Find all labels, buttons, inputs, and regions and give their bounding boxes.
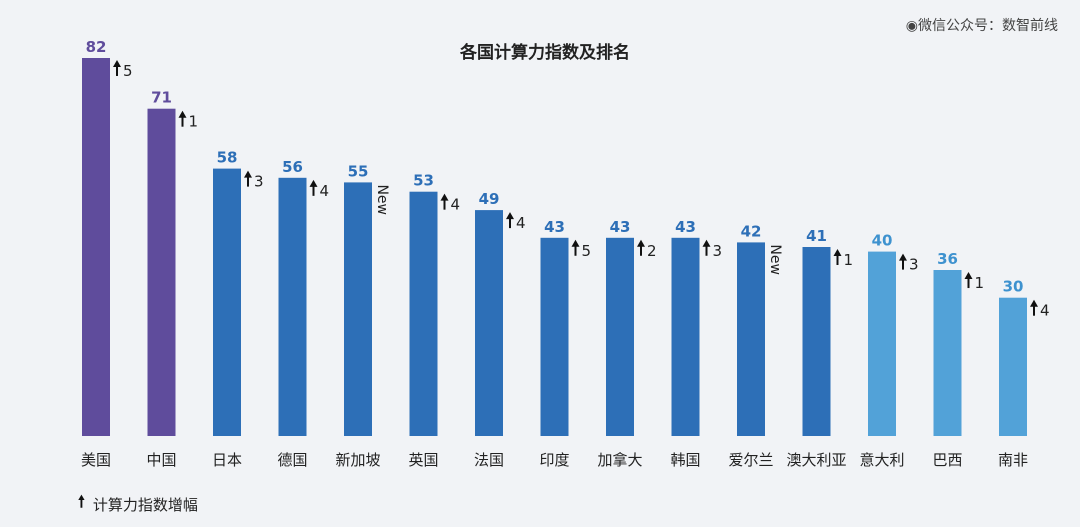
category-label-5: 新加坡 — [335, 451, 380, 469]
value-label-13: 40 — [872, 232, 893, 250]
rank-arrowhead-12 — [833, 248, 842, 256]
watermark: ◉微信公众号：数智前线 — [905, 18, 1058, 34]
rank-arrowhead-10 — [702, 239, 711, 247]
rank-arrowhead-9 — [637, 239, 645, 247]
bar-1 — [82, 58, 110, 436]
rank-change-2: 1 — [189, 113, 199, 131]
category-label-1: 美国 — [81, 451, 111, 469]
rank-arrowhead-15 — [1030, 299, 1038, 307]
category-label-2: 中国 — [146, 451, 176, 469]
rank-arrowhead-14 — [964, 272, 973, 280]
category-label-10: 韩国 — [670, 451, 700, 469]
bar-10 — [671, 237, 700, 436]
rank-change-5: New — [374, 184, 390, 215]
value-label-8: 43 — [544, 218, 565, 236]
bar-11 — [737, 242, 765, 436]
value-label-5: 55 — [348, 162, 369, 180]
bar-15 — [999, 297, 1027, 436]
value-label-6: 53 — [413, 172, 434, 190]
value-label-3: 58 — [217, 149, 238, 167]
category-label-13: 意大利 — [859, 451, 904, 469]
value-label-11: 42 — [741, 222, 762, 240]
bar-7 — [475, 210, 503, 436]
legend: 🠕 计算力指数增幅 — [78, 491, 198, 518]
value-label-9: 43 — [610, 218, 631, 236]
value-label-1: 82 — [86, 38, 107, 56]
rank-change-1: 5 — [123, 62, 133, 80]
category-label-8: 印度 — [539, 451, 569, 469]
bar-8 — [540, 237, 569, 436]
up-arrow-icon: 🠕 — [78, 492, 85, 511]
category-label-6: 英国 — [408, 451, 438, 469]
rank-arrowhead-1 — [113, 59, 121, 67]
category-label-14: 巴西 — [932, 451, 962, 469]
rank-change-11: New — [767, 244, 783, 275]
rank-change-3: 3 — [254, 173, 264, 191]
value-label-4: 56 — [282, 158, 303, 176]
bar-5 — [344, 182, 372, 436]
category-label-4: 德国 — [277, 451, 307, 469]
rank-change-14: 1 — [975, 274, 985, 292]
bar-12 — [802, 247, 831, 436]
legend-label: 计算力指数增幅 — [92, 496, 198, 514]
bar-14 — [933, 270, 962, 436]
value-label-10: 43 — [675, 218, 696, 236]
category-label-3: 日本 — [212, 451, 242, 469]
category-label-15: 南非 — [998, 451, 1028, 469]
category-label-9: 加拿大 — [597, 451, 642, 469]
rank-change-7: 4 — [516, 214, 526, 232]
rank-arrowhead-7 — [506, 212, 514, 220]
rank-change-12: 1 — [844, 251, 854, 269]
rank-arrowhead-2 — [178, 110, 187, 118]
bar-13 — [868, 251, 896, 436]
bar-6 — [409, 191, 438, 436]
rank-arrowhead-4 — [309, 179, 318, 187]
rank-arrowhead-6 — [440, 193, 449, 201]
bar-9 — [606, 237, 634, 436]
value-label-7: 49 — [479, 190, 500, 208]
rank-arrowhead-8 — [571, 239, 580, 247]
rank-change-9: 2 — [647, 242, 657, 260]
category-label-7: 法国 — [474, 451, 504, 469]
category-label-12: 澳大利亚 — [786, 451, 846, 469]
chart-title: 各国计算力指数及排名 — [460, 43, 630, 63]
bar-4 — [278, 177, 307, 437]
rank-change-13: 3 — [909, 256, 919, 274]
value-label-14: 36 — [937, 250, 958, 268]
rank-change-6: 4 — [451, 196, 461, 214]
bar-3 — [213, 168, 241, 436]
rank-change-15: 4 — [1040, 302, 1050, 320]
category-label-11: 爱尔兰 — [728, 451, 773, 469]
rank-change-8: 5 — [582, 242, 592, 260]
rank-arrowhead-13 — [899, 253, 907, 261]
value-label-12: 41 — [806, 227, 827, 245]
bar-2 — [147, 108, 176, 436]
value-label-15: 30 — [1003, 278, 1024, 296]
rank-change-4: 4 — [320, 182, 330, 200]
rank-change-10: 3 — [713, 242, 723, 260]
rank-arrowhead-3 — [244, 170, 252, 178]
value-label-2: 71 — [151, 89, 172, 107]
